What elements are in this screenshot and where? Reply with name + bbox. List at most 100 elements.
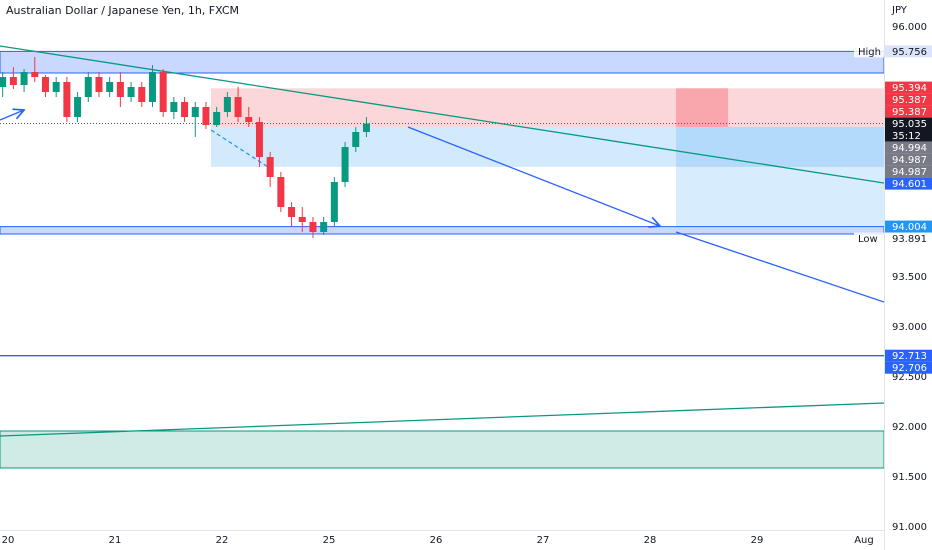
x-tick-label: 29 [751,535,764,546]
price-badge-label: 94.987 [892,155,927,166]
candle-body [298,217,306,222]
y-tick-label: 93.500 [892,272,927,283]
candle-body [352,132,360,147]
candle-body [20,72,28,85]
candle-body [288,207,296,217]
price-badge [885,117,932,142]
candle-body [74,97,82,117]
trend-line [210,129,269,168]
price-badge [885,81,932,94]
price-axis: 96.000 93.500 93.000 92.500 92.000 91.500 91.0… [885,22,932,533]
price-badge [885,165,932,178]
candle-body [127,87,135,97]
zone [210,127,884,167]
tag-box [854,232,884,245]
y-tick-label: 93.000 [892,322,927,333]
candle-body [181,102,189,117]
price-badge [885,45,932,58]
price-badge-label: 95.394 [892,83,927,94]
candle-body [138,87,146,102]
price-badge-label: 95.756 [892,47,927,58]
price-badge [885,177,932,190]
candle-body [148,72,156,102]
candle-body [31,72,39,77]
tag-box [854,45,884,58]
candle-body [170,102,178,112]
chart-title: Australian Dollar / Japanese Yen, 1h, FX… [6,4,239,17]
candle-body [84,77,92,97]
candle-body [330,182,338,222]
candle-body [309,222,317,232]
candle-body [9,77,17,85]
x-tick-label: 21 [109,535,122,546]
price-badge-label: 94.994 [892,143,927,154]
candle-body [106,82,114,92]
candle-body [234,97,242,117]
price-badge-label: 95.387 [892,95,927,106]
x-tick-label: 22 [216,535,229,546]
price-badge [885,220,932,233]
candle-body [63,82,71,117]
candle-body [266,157,274,177]
price-badge-label: 94.004 [892,222,927,233]
y-tick-label: 91.500 [892,472,927,483]
price-badge [885,232,932,245]
zone [676,88,728,127]
trend-line [0,402,884,437]
zone [0,226,884,235]
arrow [0,110,24,121]
price-badge-label: 94.601 [892,179,927,190]
price-badge [885,349,932,362]
candle-body [320,222,328,232]
trend-line [675,231,884,303]
candle-body [191,107,199,117]
y-tick-label: 92.500 [892,372,927,383]
price-badge [885,153,932,166]
zone [0,50,884,74]
candle-body [95,77,103,92]
countdown: 35:12 [892,131,921,142]
price-badge-label: 95.387 [892,107,927,118]
price-badge-label: 92.706 [892,363,927,374]
tag-label: High [858,47,881,58]
price-badge [885,93,932,106]
price-badge-label: 93.891 [892,234,927,245]
currency-label: JPY [891,5,908,16]
x-tick-label: 26 [430,535,443,546]
x-tick-label: 27 [537,535,550,546]
x-tick-label: Aug [854,535,874,546]
price-badge-label: 95.035 [892,119,927,130]
candle-body [255,122,263,157]
plot-area [0,45,884,469]
trend-line [0,45,884,184]
candle-body [341,147,349,182]
x-tick-label: 20 [2,535,15,546]
tag-label: Low [858,234,878,245]
price-badge [885,361,932,374]
candle-body [362,123,370,132]
candle-body [213,112,221,125]
candle-body [0,77,7,87]
candle-body [202,107,210,125]
x-tick-label: 25 [323,535,336,546]
y-tick-label: 91.000 [892,522,927,533]
price-badge [885,141,932,154]
candle-body [245,117,253,122]
candle-body [223,97,231,112]
candle-body [159,72,167,112]
x-tick-label: 28 [644,535,657,546]
y-tick-label: 92.000 [892,422,927,433]
candle-body [277,177,285,207]
candle-body [41,77,49,92]
price-badge-label: 94.987 [892,167,927,178]
price-badge-label: 92.713 [892,351,927,362]
price-badge [885,105,932,118]
zone [676,127,884,227]
zone [0,430,884,469]
arrow [407,126,660,226]
zone [210,88,884,127]
candle-body [52,82,60,92]
candle-body [116,82,124,97]
